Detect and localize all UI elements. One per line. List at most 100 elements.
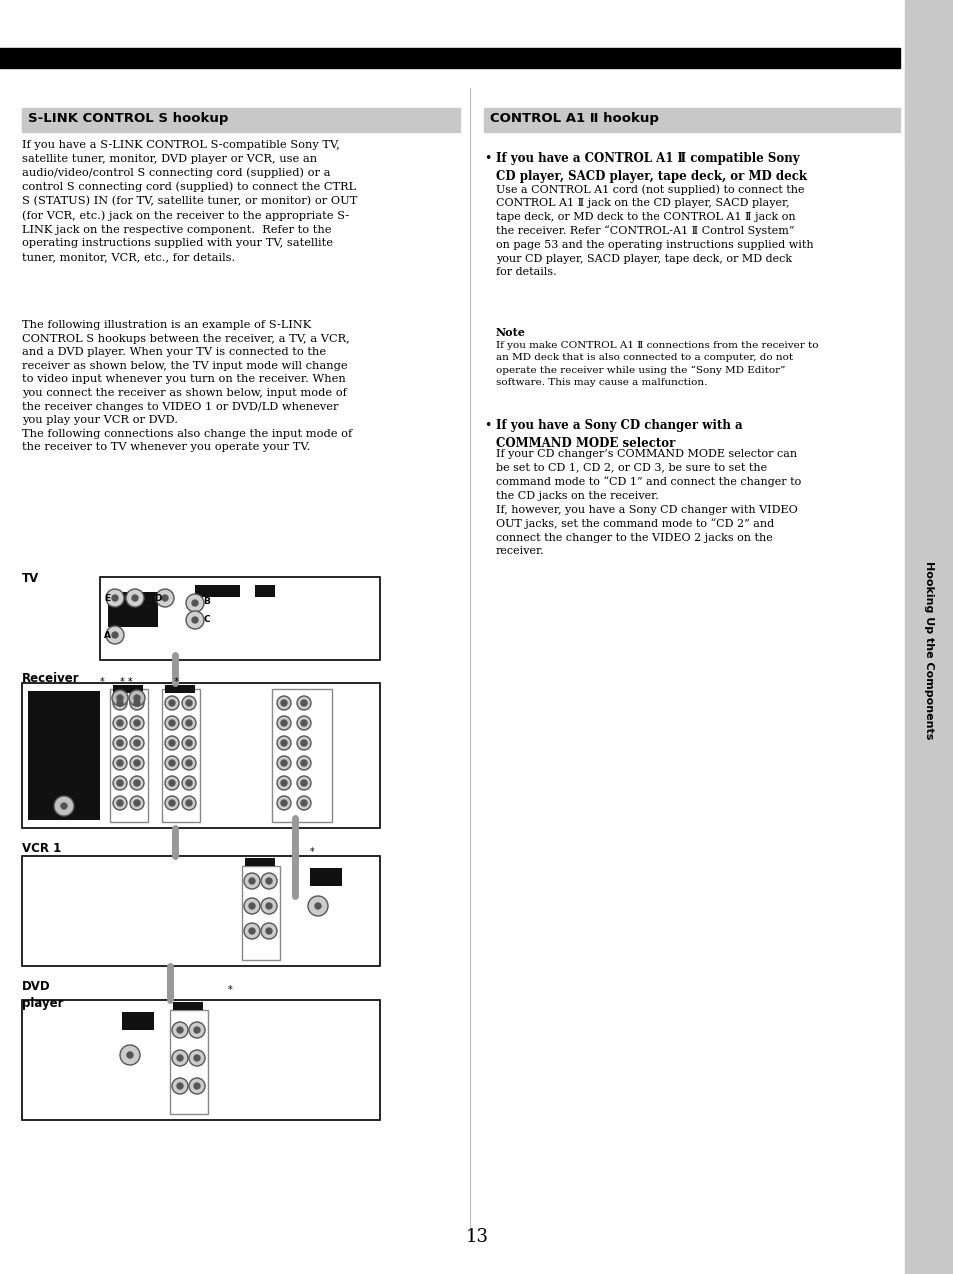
Text: •: • (483, 152, 491, 166)
Bar (122, 1012, 153, 1029)
Circle shape (117, 720, 123, 726)
Circle shape (276, 776, 291, 790)
Bar (165, 685, 194, 693)
Circle shape (162, 595, 168, 601)
Circle shape (189, 1050, 205, 1066)
Circle shape (266, 927, 272, 934)
Circle shape (186, 720, 192, 726)
Circle shape (106, 589, 124, 606)
Circle shape (112, 696, 127, 710)
Circle shape (189, 1022, 205, 1038)
Circle shape (281, 780, 287, 786)
Circle shape (127, 1052, 132, 1057)
Text: If you have a S-LINK CONTROL S-compatible Sony TV,
satellite tuner, monitor, DVD: If you have a S-LINK CONTROL S-compatibl… (22, 140, 357, 261)
Circle shape (276, 696, 291, 710)
Circle shape (165, 796, 179, 810)
Text: E: E (104, 594, 110, 603)
Bar (483, 108, 899, 132)
Text: •: • (483, 419, 491, 432)
Bar (22, 683, 379, 828)
Bar (272, 689, 332, 822)
Bar (112, 685, 143, 693)
Bar (904, 68, 953, 161)
Bar (22, 108, 459, 132)
Circle shape (61, 803, 67, 809)
Bar (22, 1000, 379, 1120)
Circle shape (301, 740, 307, 747)
Circle shape (117, 800, 123, 806)
Text: B: B (203, 596, 211, 605)
Circle shape (186, 612, 204, 629)
Circle shape (133, 696, 140, 701)
Circle shape (112, 691, 128, 706)
Circle shape (182, 736, 195, 750)
Circle shape (169, 720, 174, 726)
Circle shape (186, 594, 204, 612)
Bar (310, 868, 341, 885)
Circle shape (186, 800, 192, 806)
Circle shape (182, 796, 195, 810)
Circle shape (281, 740, 287, 747)
Circle shape (249, 927, 254, 934)
Circle shape (172, 1022, 188, 1038)
Circle shape (165, 696, 179, 710)
Circle shape (129, 691, 145, 706)
Circle shape (133, 720, 140, 726)
Circle shape (126, 589, 144, 606)
Bar (904, 0, 953, 1274)
Bar (254, 585, 274, 598)
Circle shape (182, 696, 195, 710)
Circle shape (130, 696, 144, 710)
Circle shape (112, 736, 127, 750)
Text: *: * (310, 847, 314, 857)
Circle shape (165, 776, 179, 790)
Circle shape (296, 796, 311, 810)
Bar (22, 856, 379, 966)
Circle shape (112, 796, 127, 810)
Circle shape (133, 780, 140, 786)
Circle shape (193, 1083, 200, 1089)
Text: S-LINK CONTROL S hookup: S-LINK CONTROL S hookup (28, 112, 228, 125)
Circle shape (249, 878, 254, 884)
Circle shape (192, 617, 198, 623)
Circle shape (186, 761, 192, 766)
Circle shape (296, 736, 311, 750)
Circle shape (169, 740, 174, 747)
Circle shape (308, 896, 328, 916)
Bar (242, 866, 280, 961)
Circle shape (182, 776, 195, 790)
Circle shape (130, 755, 144, 769)
Circle shape (266, 903, 272, 910)
Circle shape (133, 800, 140, 806)
Circle shape (281, 761, 287, 766)
Circle shape (165, 716, 179, 730)
Text: TV: TV (22, 572, 39, 585)
Circle shape (301, 780, 307, 786)
Circle shape (130, 736, 144, 750)
Circle shape (193, 1027, 200, 1033)
Circle shape (117, 699, 123, 706)
Circle shape (172, 1050, 188, 1066)
Circle shape (281, 800, 287, 806)
Circle shape (244, 898, 260, 913)
Circle shape (266, 878, 272, 884)
Circle shape (54, 796, 74, 817)
Circle shape (244, 873, 260, 889)
Circle shape (261, 922, 276, 939)
Circle shape (244, 922, 260, 939)
Circle shape (117, 780, 123, 786)
Text: D: D (154, 594, 162, 603)
Circle shape (120, 1045, 140, 1065)
Text: C: C (204, 614, 210, 623)
Circle shape (276, 716, 291, 730)
Bar (194, 585, 240, 598)
Circle shape (314, 903, 320, 910)
Bar (170, 1010, 208, 1113)
Circle shape (169, 699, 174, 706)
Circle shape (117, 740, 123, 747)
Circle shape (112, 776, 127, 790)
Text: VCR 1: VCR 1 (22, 842, 61, 855)
Circle shape (301, 699, 307, 706)
Text: A: A (103, 631, 111, 640)
Circle shape (296, 696, 311, 710)
